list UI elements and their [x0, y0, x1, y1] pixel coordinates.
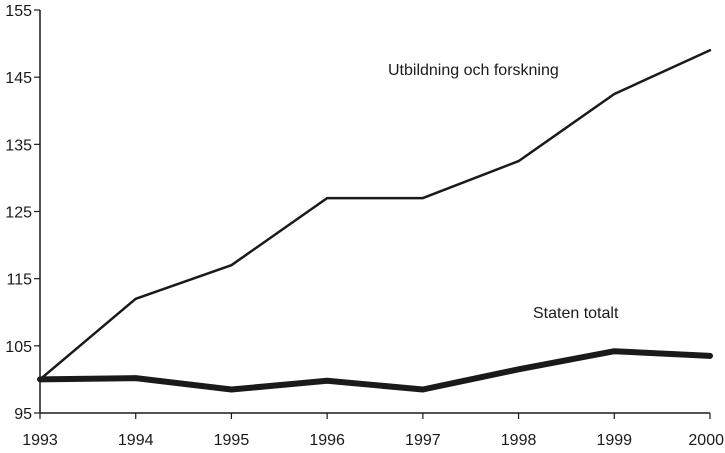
series-labels: Utbildning och forskning Staten totalt: [388, 62, 619, 322]
y-axis-ticks: 95 105 115 125 135 145 155: [5, 3, 40, 423]
x-tick-label: 1998: [501, 432, 537, 449]
y-tick-label: 105: [5, 339, 32, 356]
series-label-utbildning: Utbildning och forskning: [388, 62, 559, 79]
y-tick-label: 135: [5, 137, 32, 154]
x-tick-label: 1994: [118, 432, 154, 449]
series-line-0: [38, 49, 712, 381]
y-tick-label: 145: [5, 70, 32, 87]
series-label-staten: Staten totalt: [533, 305, 619, 322]
x-axis-ticks: 1993 1994 1995 1996 1997 1998 1999 2000: [22, 413, 724, 449]
y-tick-label: 95: [14, 406, 32, 423]
y-tick-label: 115: [6, 272, 32, 289]
x-tick-label: 1996: [309, 432, 345, 449]
series-group: [37, 49, 713, 393]
x-tick-label: 2000: [688, 432, 724, 449]
x-tick-label: 1999: [596, 432, 632, 449]
y-tick-label: 155: [5, 3, 32, 20]
y-tick-label: 125: [5, 205, 32, 222]
series-line-1: [37, 348, 713, 393]
x-tick-label: 1993: [22, 432, 58, 449]
x-tick-label: 1995: [214, 432, 250, 449]
x-tick-label: 1997: [405, 432, 441, 449]
